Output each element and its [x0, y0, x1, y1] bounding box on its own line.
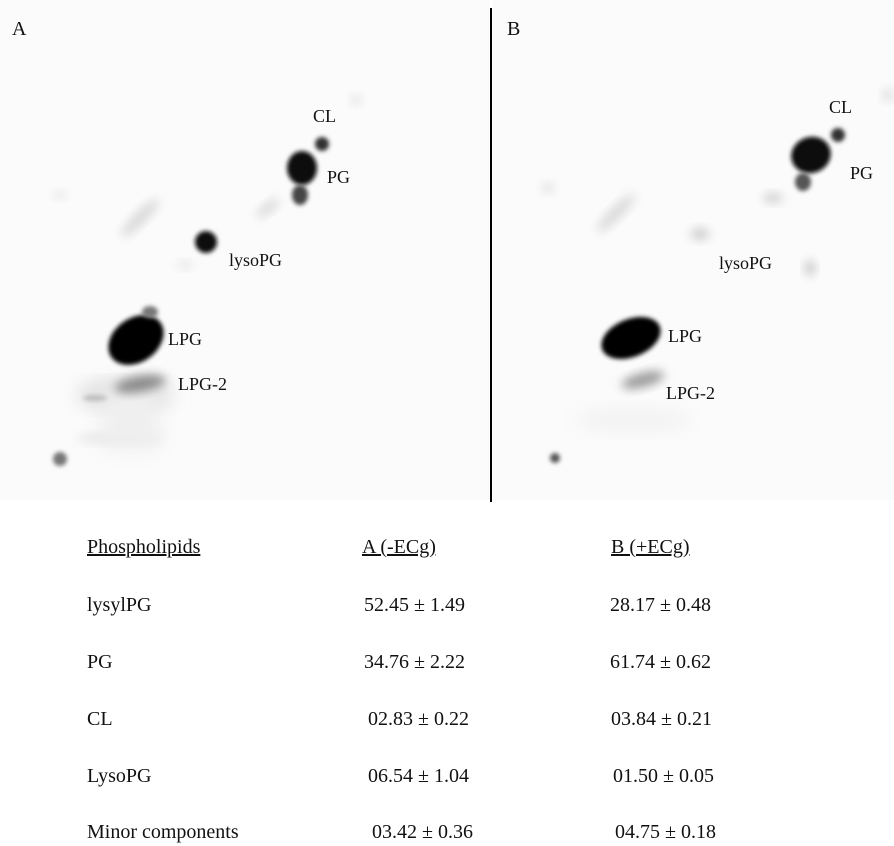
row-a-pg: 34.76 ± 2.22 — [364, 651, 465, 673]
row-b-lysylpg: 28.17 ± 0.48 — [610, 594, 711, 616]
tlc-plate-b-image — [542, 89, 893, 463]
header-a-ecg: A (-ECg) — [362, 536, 436, 558]
label-cl-a: CL — [313, 106, 337, 126]
row-name-lysylpg: lysylPG — [87, 594, 152, 616]
label-lysopg-b: lysoPG — [719, 253, 773, 273]
tlc-panel-a: A CL PG lysoPG LPG LPG-2 — [0, 0, 490, 500]
panel-a-letter: A — [12, 18, 27, 40]
header-phospholipids: Phospholipids — [87, 536, 201, 558]
label-lpg2-b: LPG-2 — [666, 383, 715, 403]
label-lysopg-a: lysoPG — [229, 250, 283, 270]
row-b-lysopg: 01.50 ± 0.05 — [613, 765, 714, 787]
row-b-pg: 61.74 ± 0.62 — [610, 651, 711, 673]
label-lpg-b: LPG — [668, 326, 703, 346]
tlc-panel-b: B CL PG lysoPG LPG LPG-2 — [493, 0, 894, 500]
row-name-pg: PG — [87, 651, 113, 673]
label-pg-a: PG — [327, 167, 351, 187]
panel-divider — [490, 8, 492, 502]
row-a-lysylpg: 52.45 ± 1.49 — [364, 594, 465, 616]
row-b-minor-components: 04.75 ± 0.18 — [615, 821, 716, 843]
label-pg-b: PG — [850, 163, 874, 183]
header-b-ecg: B (+ECg) — [611, 536, 690, 558]
row-a-lysopg: 06.54 ± 1.04 — [368, 765, 469, 787]
row-a-minor-components: 03.42 ± 0.36 — [372, 821, 473, 843]
row-a-cl: 02.83 ± 0.22 — [368, 708, 469, 730]
panel-b-letter: B — [507, 18, 521, 40]
label-lpg-a: LPG — [168, 329, 203, 349]
row-name-lysopg: LysoPG — [87, 765, 152, 787]
row-name-minor-components: Minor components — [87, 821, 239, 843]
row-name-cl: CL — [87, 708, 113, 730]
row-b-cl: 03.84 ± 0.21 — [611, 708, 712, 730]
label-cl-b: CL — [829, 97, 853, 117]
label-lpg2-a: LPG-2 — [178, 374, 227, 394]
tlc-plate-a-image — [53, 95, 361, 466]
